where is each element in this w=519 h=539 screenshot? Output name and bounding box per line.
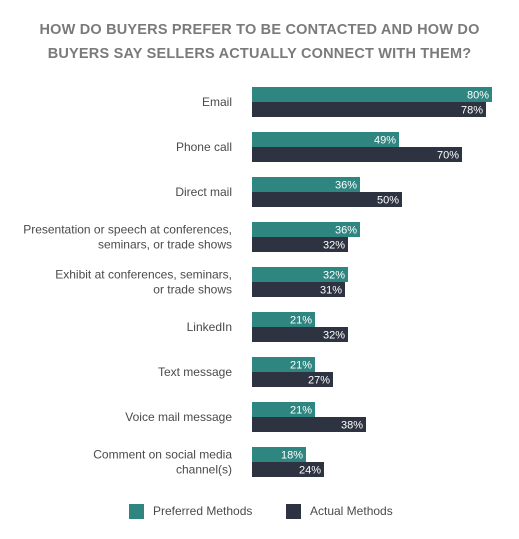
- data-label: 32%: [323, 240, 345, 252]
- category-label: Exhibit at conferences, seminars, or trad…: [55, 268, 232, 297]
- chart-title-line-2: BUYERS SAY SELLERS ACTUALLY CONNECT WITH…: [47, 46, 472, 62]
- bar-preferred: [252, 222, 360, 237]
- bar-preferred: [252, 447, 306, 462]
- data-label: 38%: [341, 420, 363, 432]
- legend-item-actual: Actual Methods: [286, 500, 393, 522]
- bar-preferred: [252, 87, 492, 102]
- bar-preferred: [252, 267, 348, 282]
- bar-actual: [252, 372, 333, 387]
- data-label: 50%: [377, 195, 399, 207]
- data-label: 36%: [335, 180, 357, 192]
- data-label: 27%: [308, 375, 330, 387]
- bar-preferred: [252, 312, 315, 327]
- bar-preferred: [252, 402, 315, 417]
- legend-swatch-preferred: [129, 503, 144, 519]
- data-label: 80%: [467, 90, 489, 102]
- data-label: 24%: [299, 465, 321, 477]
- legend-label-preferred: Preferred Methods: [153, 504, 253, 518]
- bar-actual: [252, 462, 324, 477]
- chart-title-line-1: HOW DO BUYERS PREFER TO BE CONTACTED AND…: [39, 22, 480, 38]
- category-label: Text message: [158, 365, 232, 379]
- data-label: 49%: [374, 135, 396, 147]
- data-label: 70%: [437, 150, 459, 162]
- bar-actual: [252, 237, 348, 252]
- data-label: 18%: [281, 450, 303, 462]
- category-label: Direct mail: [175, 185, 232, 199]
- category-label: Presentation or speech at conferences, se…: [23, 223, 232, 252]
- legend-swatch-actual: [286, 503, 301, 519]
- category-label: Email: [202, 95, 232, 109]
- data-label: 21%: [290, 405, 312, 417]
- data-label: 32%: [323, 330, 345, 342]
- chart-title: HOW DO BUYERS PREFER TO BE CONTACTED AND…: [0, 18, 519, 66]
- data-label: 31%: [320, 285, 342, 297]
- category-label: Phone call: [176, 140, 232, 154]
- bar-preferred: [252, 177, 360, 192]
- data-label: 21%: [290, 360, 312, 372]
- category-label: Voice mail message: [125, 410, 232, 424]
- data-label: 78%: [461, 105, 483, 117]
- bar-actual: [252, 102, 486, 117]
- bar-actual: [252, 327, 348, 342]
- data-label: 36%: [335, 225, 357, 237]
- bar-actual: [252, 147, 462, 162]
- data-label: 21%: [290, 315, 312, 327]
- legend-item-preferred: Preferred Methods: [129, 500, 252, 522]
- bar-actual: [252, 192, 402, 207]
- bar-preferred: [252, 132, 399, 147]
- bar-actual: [252, 417, 366, 432]
- category-label: LinkedIn: [187, 320, 232, 334]
- bar-actual: [252, 282, 345, 297]
- chart-legend: Preferred Methods Actual Methods: [0, 500, 519, 522]
- data-label: 32%: [323, 270, 345, 282]
- bar-preferred: [252, 357, 315, 372]
- category-label: Comment on social media channel(s): [93, 448, 232, 477]
- legend-label-actual: Actual Methods: [310, 504, 393, 518]
